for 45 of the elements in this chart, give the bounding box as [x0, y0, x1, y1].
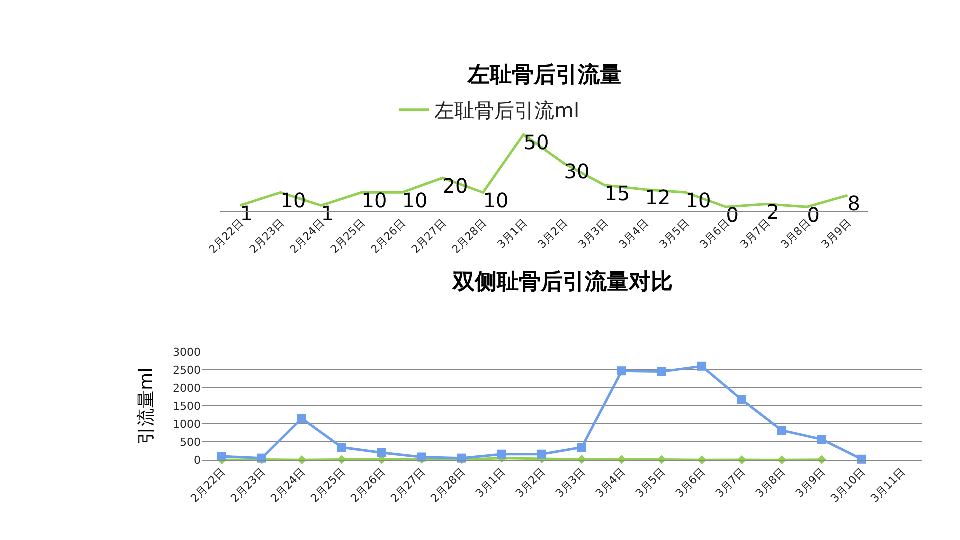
legend-label: 左耻骨后引流ml	[434, 98, 580, 123]
x-tick-label: 3月11日	[868, 466, 908, 506]
x-tick-label: 3月9日	[819, 216, 854, 252]
data-label: 10	[362, 188, 388, 213]
x-tick-label: 2月27日	[388, 466, 428, 506]
y-tick-label: 0	[194, 454, 201, 467]
y-tick-label: 1500	[173, 400, 201, 413]
x-tick-label: 3月6日	[673, 466, 708, 500]
y-axis-title: 引流量ml	[136, 368, 158, 444]
data-label: 12	[645, 186, 671, 210]
x-tick-label: 2月22日	[188, 466, 228, 506]
x-tick-label: 3月4日	[593, 466, 628, 500]
x-tick-label: 3月4日	[616, 216, 652, 252]
x-tick-label: 3月3日	[576, 216, 611, 252]
x-tick-label: 3月10日	[828, 466, 868, 506]
x-tick-label: 3月5日	[657, 216, 692, 252]
x-tick-label: 3月9日	[793, 466, 828, 500]
x-tick-label: 3月7日	[713, 466, 748, 500]
y-tick-label: 3000	[173, 346, 201, 359]
x-tick-label: 2月28日	[428, 466, 468, 506]
data-label: 2	[766, 200, 780, 224]
x-tick-label: 3月2日	[536, 216, 570, 252]
data-label: 10	[402, 188, 428, 213]
x-tick-label: 3月8日	[753, 466, 788, 500]
chart-title: 双侧耻骨后引流量对比	[452, 269, 673, 295]
y-tick-label: 2500	[173, 364, 201, 377]
data-label: 15	[604, 181, 630, 206]
y-tick-label: 2000	[173, 382, 201, 395]
data-label: 8	[848, 192, 860, 216]
chart-title: 左耻骨后引流量	[467, 62, 622, 88]
x-tick-label: 3月3日	[553, 466, 588, 500]
x-tick-label: 3月5日	[633, 466, 668, 500]
y-tick-label: 1000	[173, 418, 201, 431]
x-tick-label: 2月27日	[409, 216, 449, 256]
data-label: 10	[483, 188, 509, 213]
x-tick-label: 2月23日	[228, 466, 268, 506]
x-tick-label: 3月1日	[473, 466, 508, 500]
x-tick-label: 3月2日	[513, 466, 548, 500]
x-tick-label: 2月25日	[308, 466, 348, 506]
x-tick-label: 3月1日	[495, 216, 530, 252]
y-tick-label: 500	[180, 436, 201, 449]
x-tick-label: 2月28日	[450, 216, 490, 256]
x-tick-label: 2月26日	[368, 216, 408, 256]
x-tick-label: 2月24日	[268, 466, 308, 506]
x-tick-label: 2月26日	[348, 466, 388, 506]
